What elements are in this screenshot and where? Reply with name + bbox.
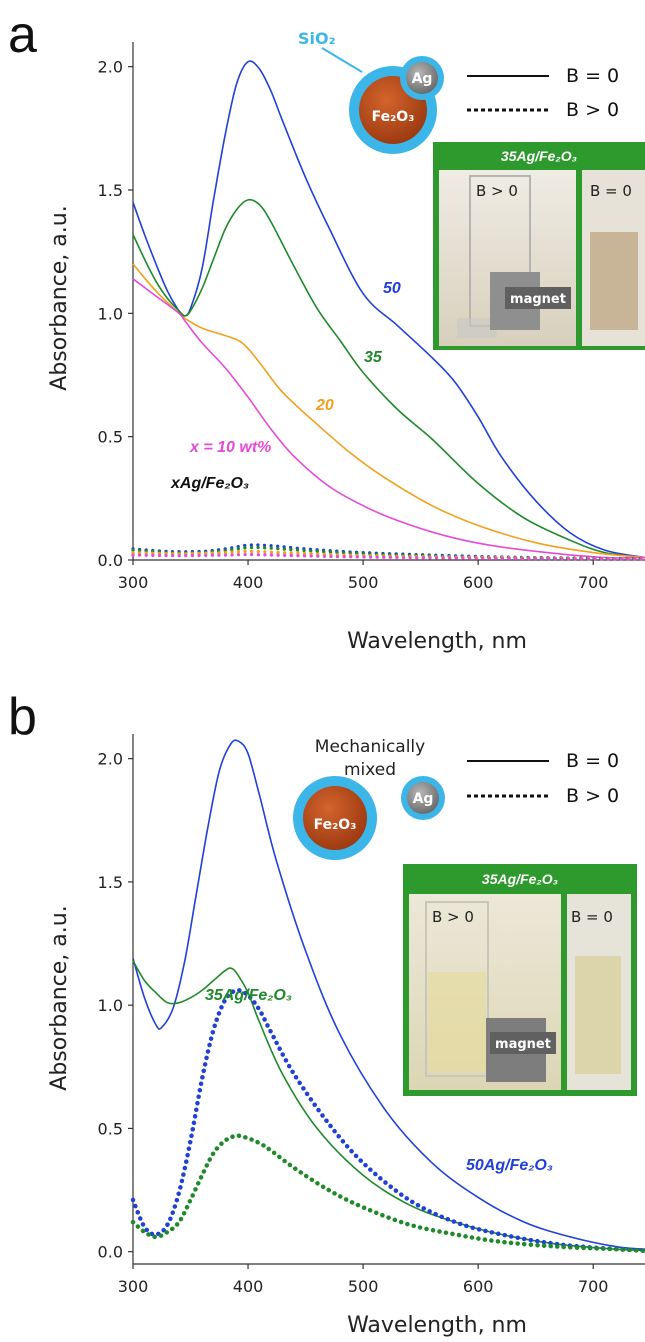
panel-a-letter: a: [8, 6, 37, 64]
legend-b-dashed-label: B > 0: [566, 785, 619, 807]
panel-b-xlabel: Wavelength, nm: [347, 1313, 527, 1338]
y-tick-label: 0.5: [98, 428, 123, 447]
legend-solid-label: B = 0: [566, 65, 619, 87]
series-line-a-magenta-solid: [132, 278, 645, 559]
y-tick-label: 1.0: [98, 996, 123, 1015]
annotation-x10: x = 10 wt%: [189, 439, 271, 456]
mixed-label-2: mixed: [344, 760, 396, 780]
series-line-b-blue-dotted: [130, 988, 645, 1253]
mixed-label-1: Mechanically: [315, 737, 425, 757]
series-line-a-orange-dotted: [131, 549, 645, 561]
panel-b-legend: B = 0 B > 0: [467, 750, 619, 807]
panel-b-ylabel: Absorbance, a.u.: [47, 905, 72, 1090]
panel-a-photo-inset: 35Ag/Fe₂O₃ magnet B > 0 B = 0: [433, 142, 645, 350]
panel-a-curves: [131, 60, 645, 561]
panel-a-xlabel: Wavelength, nm: [347, 629, 527, 654]
x-tick-label: 600: [463, 573, 494, 592]
panel-a: a 0.0 0.5 1.0 1.5 2.0 300 400 500 600 700 Absorba…: [8, 6, 645, 654]
panel-a-axes: 0.0 0.5 1.0 1.5 2.0 300 400 500 600 700: [98, 42, 645, 592]
legend-dashed-label: B > 0: [566, 99, 619, 121]
ag-label-b: Ag: [413, 791, 434, 807]
series-line-b-green-solid: [132, 960, 645, 1252]
annotation-20: 20: [315, 397, 334, 414]
y-tick-label: 1.5: [98, 181, 123, 200]
inset-b-left-label: B > 0: [432, 908, 474, 926]
panel-b: b 0.0 0.5 1.0 1.5 2.0 300 400 500 600 700 Absorba…: [8, 688, 645, 1338]
inset-a-title: 35Ag/Fe₂O₃: [501, 148, 577, 164]
ag-label: Ag: [412, 71, 433, 87]
panel-b-curves: [130, 739, 645, 1254]
x-tick-label: 300: [118, 1277, 149, 1296]
x-tick-label: 300: [118, 573, 149, 592]
series-line-a-magenta-dotted: [131, 552, 645, 561]
inset-a-left-label: B > 0: [476, 182, 518, 200]
annotation-sample: xAg/Fe₂O₃: [170, 475, 249, 492]
fe2o3-label: Fe₂O₃: [372, 109, 415, 125]
x-tick-label: 700: [578, 573, 609, 592]
panel-a-legend: B = 0 B > 0: [467, 65, 619, 121]
core-shell-particle-icon: SiO₂ Fe₂O₃ Ag: [298, 29, 444, 154]
x-tick-label: 500: [348, 573, 379, 592]
annotation-35ag: 35Ag/Fe₂O₃: [205, 987, 292, 1004]
annotation-50: 50: [383, 280, 401, 297]
y-tick-label: 2.0: [98, 750, 123, 769]
panel-a-ylabel: Absorbance, a.u.: [47, 205, 72, 390]
magnet-label-b: magnet: [495, 1037, 551, 1052]
fe2o3-label-b: Fe₂O₃: [314, 817, 357, 833]
legend-b-solid-label: B = 0: [566, 750, 619, 772]
x-tick-label: 400: [233, 573, 264, 592]
y-tick-label: 1.0: [98, 304, 123, 323]
x-tick-label: 400: [233, 1277, 264, 1296]
x-tick-label: 600: [463, 1277, 494, 1296]
series-line-a-green-solid: [132, 198, 645, 559]
annotation-35: 35: [364, 349, 383, 366]
y-tick-label: 0.5: [98, 1119, 123, 1138]
x-tick-label: 500: [348, 1277, 379, 1296]
y-tick-label: 2.0: [98, 58, 123, 77]
magnet-label-a: magnet: [510, 292, 566, 307]
annotation-50ag: 50Ag/Fe₂O₃: [466, 1157, 553, 1174]
y-tick-label: 0.0: [98, 551, 123, 570]
inset-b-right-label: B = 0: [571, 908, 613, 926]
x-tick-label: 700: [578, 1277, 609, 1296]
mixed-particles-icon: Mechanically mixed Fe₂O₃ Ag: [293, 737, 445, 860]
panel-b-letter: b: [8, 688, 37, 746]
series-line-b-blue-solid: [132, 739, 645, 1250]
sio2-label: SiO₂: [298, 29, 336, 48]
panel-b-photo-inset: 35Ag/Fe₂O₃ magnet B > 0 B = 0: [403, 864, 637, 1096]
panel-b-axes: 0.0 0.5 1.0 1.5 2.0 300 400 500 600 700: [98, 734, 645, 1296]
inset-a-right-label: B = 0: [590, 182, 632, 200]
y-tick-label: 1.5: [98, 873, 123, 892]
inset-b-title: 35Ag/Fe₂O₃: [482, 871, 558, 887]
series-line-b-green-dotted: [130, 1133, 645, 1254]
y-tick-label: 0.0: [98, 1243, 123, 1262]
